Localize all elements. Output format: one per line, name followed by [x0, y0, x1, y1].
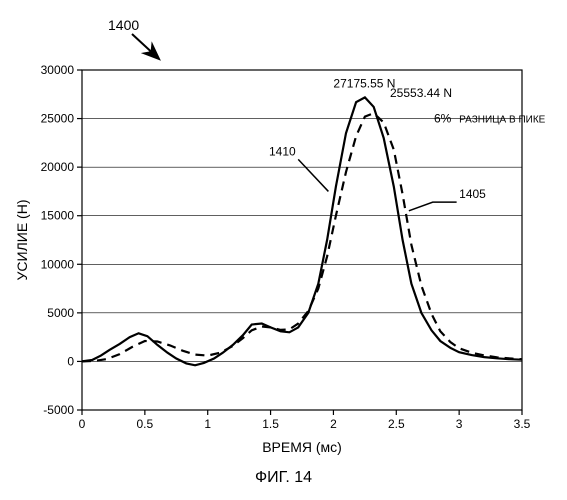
annotation-leader	[298, 159, 328, 191]
y-tick-label: 0	[67, 354, 74, 368]
annotation-text: 1405	[459, 187, 486, 201]
annotation-leader	[409, 202, 457, 211]
annotation-text: 25553.44 N	[390, 86, 452, 100]
figure-caption: ФИГ. 14	[255, 469, 312, 486]
x-tick-label: 2.5	[388, 417, 405, 431]
y-tick-label: 25000	[41, 112, 75, 126]
y-tick-label: 5000	[47, 306, 74, 320]
y-tick-label: 15000	[41, 209, 75, 223]
y-tick-label: 10000	[41, 257, 75, 271]
x-tick-label: 2	[330, 417, 337, 431]
y-tick-label: 20000	[41, 160, 75, 174]
figure-ref-label: 1400	[108, 17, 139, 33]
figure-ref-arrow	[132, 34, 158, 58]
x-axis-label: ВРЕМЯ (мс)	[262, 439, 342, 455]
annotation-text: 6%	[434, 111, 452, 125]
x-tick-label: 0	[79, 417, 86, 431]
series-1405	[82, 113, 522, 361]
x-tick-label: 1	[204, 417, 211, 431]
plot-border	[82, 70, 522, 410]
x-tick-label: 3.5	[514, 417, 531, 431]
annotation-text: 1410	[269, 144, 296, 158]
x-tick-label: 3	[456, 417, 463, 431]
annotation-text: РАЗНИЦА В ПИКЕ	[459, 114, 546, 125]
y-tick-label: -5000	[43, 403, 74, 417]
x-tick-label: 1.5	[262, 417, 279, 431]
annotation-text: 27175.55 N	[333, 76, 395, 90]
y-tick-label: 30000	[41, 63, 75, 77]
figure: 1400 -5000 0 5000 10000 15000 20000 25000 30000 0…	[0, 0, 567, 500]
x-tick-label: 0.5	[137, 417, 154, 431]
y-axis-label: УСИЛИЕ (Н)	[14, 200, 30, 281]
series-1410	[82, 97, 522, 365]
